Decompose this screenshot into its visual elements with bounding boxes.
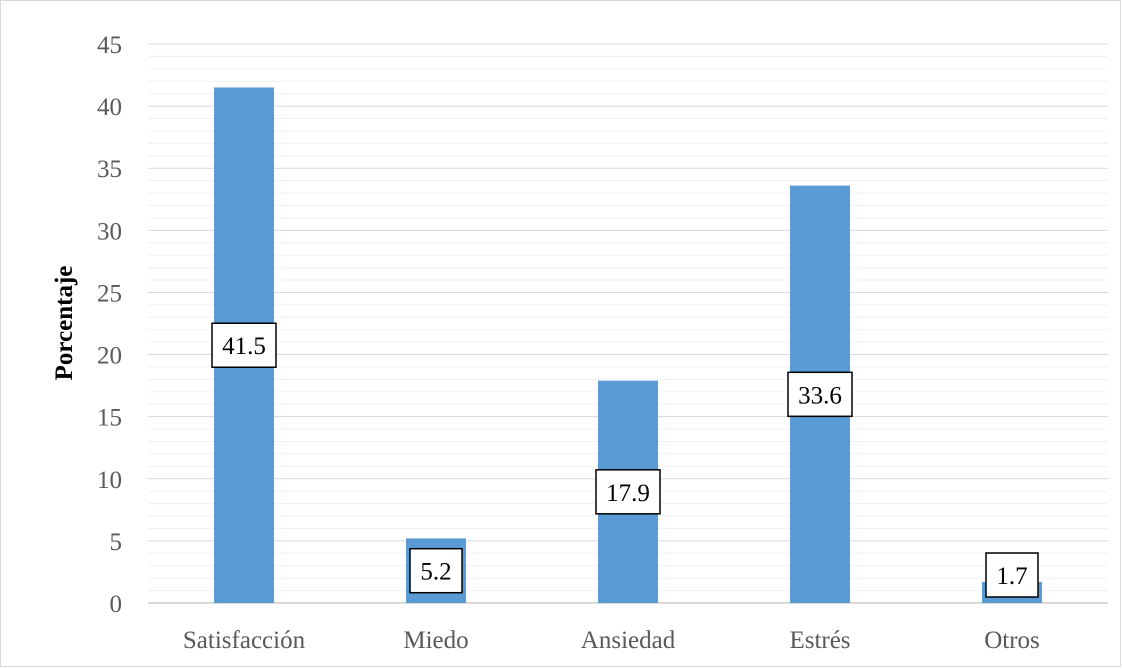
data-label-text: 5.2 — [420, 559, 451, 586]
data-label-text: 41.5 — [222, 333, 266, 360]
data-label: 33.6 — [787, 371, 853, 418]
y-tick-label: 15 — [97, 405, 122, 432]
x-tick-label: Estrés — [789, 627, 850, 654]
data-label-box — [211, 322, 277, 368]
y-axis-label: Porcentaje — [51, 266, 78, 381]
y-tick-label: 10 — [97, 467, 122, 494]
data-label-box — [595, 469, 661, 515]
data-label-text: 17.9 — [606, 480, 650, 507]
data-label: 5.2 — [409, 547, 463, 594]
x-tick-label: Satisfacción — [183, 627, 306, 654]
y-tick-label: 45 — [97, 32, 122, 59]
data-labels: 41.5 5.2 17.9 33.6 1.7 — [211, 322, 1039, 598]
data-label-box — [787, 371, 853, 418]
x-tick-label: Otros — [984, 627, 1040, 654]
y-tick-label: 35 — [97, 156, 122, 183]
y-tick-label: 5 — [110, 529, 123, 556]
data-label-box — [985, 552, 1039, 598]
y-axis-ticks: 0 5 10 15 20 25 30 35 40 45 — [97, 32, 122, 618]
y-tick-label: 25 — [97, 280, 122, 307]
y-tick-label: 30 — [97, 218, 122, 245]
y-tick-label: 0 — [110, 591, 123, 618]
data-label: 17.9 — [595, 469, 661, 515]
data-label: 1.7 — [985, 552, 1039, 598]
data-label: 41.5 — [211, 322, 277, 368]
y-tick-label: 40 — [97, 94, 122, 121]
x-tick-label: Ansiedad — [581, 627, 676, 654]
x-tick-label: Miedo — [403, 627, 468, 654]
data-label-box — [409, 547, 463, 594]
x-axis-ticks: Satisfacción Miedo Ansiedad Estrés Otros — [183, 627, 1040, 654]
y-tick-label: 20 — [97, 343, 122, 370]
data-label-text: 1.7 — [996, 563, 1027, 590]
data-label-text: 33.6 — [798, 382, 842, 409]
bars — [214, 87, 1042, 603]
